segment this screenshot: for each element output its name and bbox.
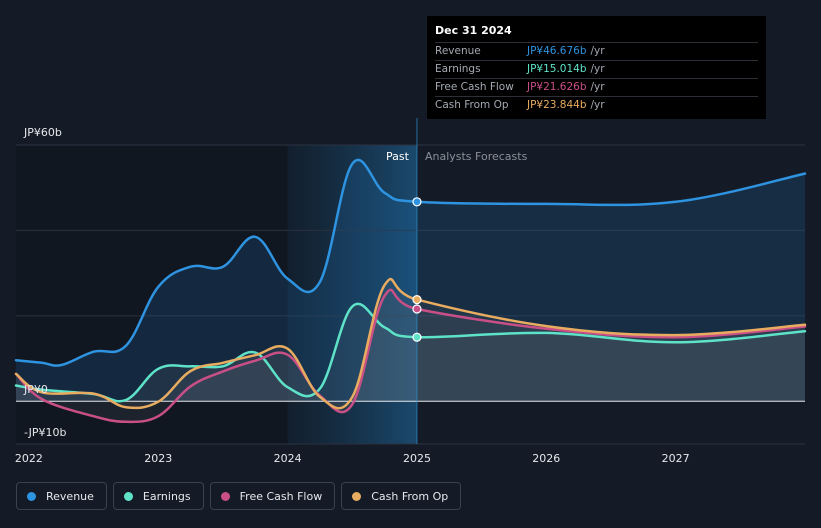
x-tick-label: 2025 — [403, 452, 431, 465]
series-marker-cash-from-op — [412, 295, 422, 305]
legend-label: Cash From Op — [371, 489, 449, 503]
tooltip-unit: /yr — [590, 63, 605, 75]
tooltip-unit: /yr — [590, 45, 605, 57]
tooltip-value: JP¥23.844b — [527, 99, 587, 111]
legend-item-free-cash-flow[interactable]: Free Cash Flow — [209, 482, 336, 510]
tooltip-unit: /yr — [590, 99, 605, 111]
y-axis-top-label: JP¥60b — [23, 126, 62, 139]
x-tick-label: 2024 — [274, 452, 302, 465]
legend-dot-icon — [123, 491, 133, 501]
tooltip-row-earnings: Earnings JP¥15.014b /yr — [435, 60, 758, 78]
y-axis-zero-label: JP¥0 — [23, 383, 48, 396]
legend-item-earnings[interactable]: Earnings — [112, 482, 204, 510]
tooltip-label: Earnings — [435, 63, 481, 75]
tooltip-value: JP¥15.014b — [527, 63, 587, 75]
series-area-revenue — [16, 159, 805, 402]
tooltip-date: Dec 31 2024 — [435, 24, 512, 37]
past-label: Past — [386, 150, 410, 163]
legend-dot-icon — [352, 491, 362, 501]
series-marker-free-cash-flow — [412, 304, 422, 314]
x-tick-label: 2023 — [144, 452, 172, 465]
chart-legend: Revenue Earnings Free Cash Flow Cash Fro… — [16, 482, 462, 510]
series-marker-revenue — [412, 197, 422, 207]
series-line-cash-from-op — [14, 277, 807, 410]
tooltip-row-cash-from-op: Cash From Op JP¥23.844b /yr — [435, 96, 758, 114]
series-line-free-cash-flow — [14, 288, 807, 424]
tooltip-label: Revenue — [435, 45, 481, 57]
series-line-revenue — [14, 158, 807, 367]
legend-label: Free Cash Flow — [239, 489, 323, 503]
y-axis-bottom-label: -JP¥10b — [24, 426, 66, 439]
legend-item-cash-from-op[interactable]: Cash From Op — [341, 482, 462, 510]
series-area-earnings — [16, 303, 805, 402]
legend-dot-icon — [27, 491, 36, 501]
tooltip-value: JP¥21.626b — [527, 81, 587, 93]
tooltip-row-free-cash-flow: Free Cash Flow JP¥21.626b /yr — [435, 78, 758, 96]
tooltip-unit: /yr — [590, 81, 605, 93]
x-tick-label: 2027 — [662, 452, 690, 465]
x-tick-label: 2022 — [15, 452, 43, 465]
legend-item-revenue[interactable]: Revenue — [16, 482, 107, 510]
series-marker-earnings — [412, 332, 422, 342]
tooltip-label: Free Cash Flow — [435, 81, 514, 93]
chart-tooltip: Dec 31 2024 Revenue JP¥46.676b /yr Earni… — [427, 16, 766, 119]
x-tick-label: 2026 — [532, 452, 560, 465]
legend-dot-icon — [220, 491, 230, 501]
forecast-label: Analysts Forecasts — [425, 150, 528, 163]
tooltip-label: Cash From Op — [435, 99, 509, 111]
legend-label: Revenue — [46, 489, 94, 503]
legend-label: Earnings — [142, 489, 191, 503]
series-line-earnings — [14, 302, 807, 403]
tooltip-value: JP¥46.676b — [527, 45, 587, 57]
tooltip-row-revenue: Revenue JP¥46.676b /yr — [435, 42, 758, 60]
series-area-free-cash-flow — [16, 289, 805, 422]
